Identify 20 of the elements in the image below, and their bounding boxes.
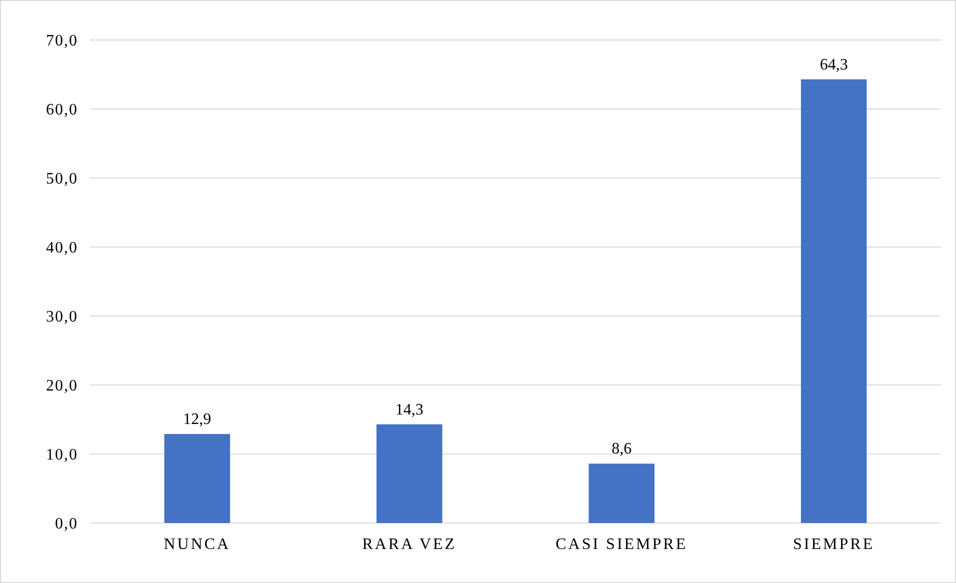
y-tick-label: 70,0 [46, 32, 78, 50]
bar [164, 434, 230, 523]
y-tick-label: 50,0 [46, 170, 78, 188]
data-label: 12,9 [183, 410, 212, 428]
data-label: 14,3 [395, 401, 424, 418]
x-tick-label: RARA VEZ [362, 536, 457, 553]
x-tick-label: NUNCA [164, 536, 231, 553]
data-label: 64,3 [820, 56, 848, 74]
y-tick-label: 40,0 [46, 240, 78, 257]
y-tick-label: 20,0 [46, 378, 78, 395]
y-tick-label: 30,0 [46, 308, 78, 326]
y-tick-label: 0,0 [55, 516, 78, 533]
x-tick-label: CASI SIEMPRE [556, 536, 688, 553]
y-tick-label: 10,0 [46, 446, 78, 464]
x-tick-label: SIEMPRE [793, 536, 875, 553]
bar [376, 424, 442, 523]
bar [800, 79, 867, 523]
data-label: 8,6 [612, 440, 632, 458]
y-tick-label: 60,0 [46, 102, 78, 119]
bar [588, 464, 655, 523]
